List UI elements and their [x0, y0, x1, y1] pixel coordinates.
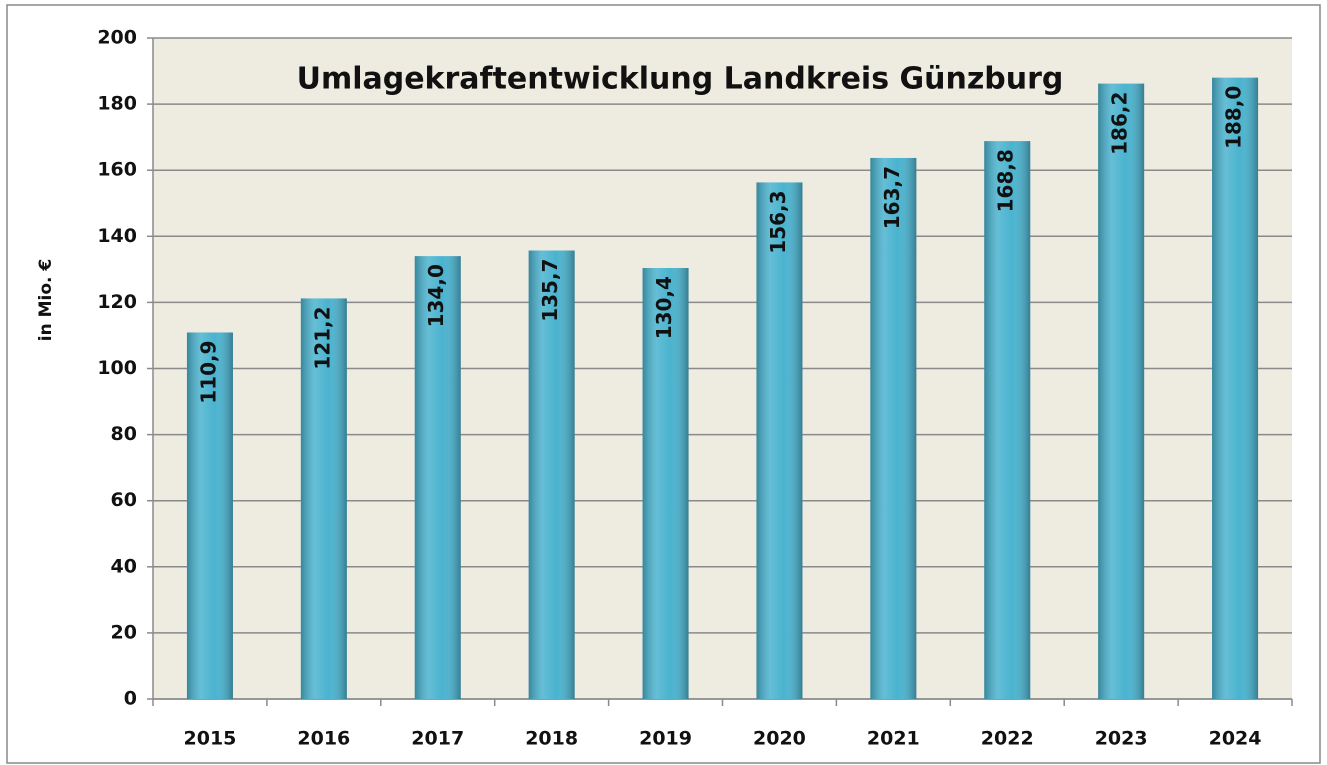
- bar-shading: [756, 182, 803, 700]
- bar-shading: [1212, 77, 1259, 699]
- data-label: 156,3: [766, 190, 790, 253]
- x-tick-label: 2021: [867, 728, 920, 750]
- data-label: 121,2: [310, 306, 334, 369]
- x-tick-label: 2020: [753, 728, 806, 750]
- data-label: 188,0: [1222, 86, 1246, 149]
- x-tick-label: 2017: [411, 728, 464, 750]
- y-axis-label: in Mio. €: [36, 259, 56, 341]
- bar-shading: [186, 332, 233, 699]
- x-tick-label: 2015: [184, 728, 237, 750]
- x-tick-label: 2022: [981, 728, 1034, 750]
- bar-shading: [1098, 83, 1145, 699]
- data-label: 130,4: [652, 276, 676, 339]
- y-tick-label: 200: [97, 27, 137, 49]
- y-tick-label: 120: [97, 291, 137, 313]
- data-label: 134,0: [424, 264, 448, 327]
- bar-shading: [870, 157, 917, 699]
- y-tick-label: 60: [111, 489, 137, 511]
- data-label: 135,7: [538, 259, 562, 322]
- y-tick-label: 80: [111, 423, 137, 445]
- x-tick-label: 2019: [639, 728, 692, 750]
- data-label: 110,9: [196, 340, 220, 403]
- x-tick-label: 2018: [525, 728, 578, 750]
- bar-shading: [300, 298, 347, 699]
- chart-title: Umlagekraftentwicklung Landkreis Günzbur…: [297, 62, 1064, 97]
- data-label: 168,8: [994, 149, 1018, 212]
- y-tick-label: 0: [124, 688, 137, 710]
- x-tick-label: 2016: [297, 728, 350, 750]
- x-tick-label: 2023: [1095, 728, 1148, 750]
- bar-shading: [642, 268, 689, 699]
- bar-shading: [528, 250, 575, 699]
- data-label: 186,2: [1108, 92, 1132, 155]
- y-tick-label: 160: [97, 159, 137, 181]
- y-tick-label: 40: [111, 555, 137, 577]
- data-label: 163,7: [880, 166, 904, 229]
- y-tick-label: 140: [97, 225, 137, 247]
- y-tick-label: 20: [111, 621, 137, 643]
- x-tick-label: 2024: [1209, 728, 1262, 750]
- y-tick-label: 180: [97, 93, 137, 115]
- bar-shading: [984, 141, 1031, 700]
- y-tick-label: 100: [97, 357, 137, 379]
- bar-shading: [414, 256, 461, 699]
